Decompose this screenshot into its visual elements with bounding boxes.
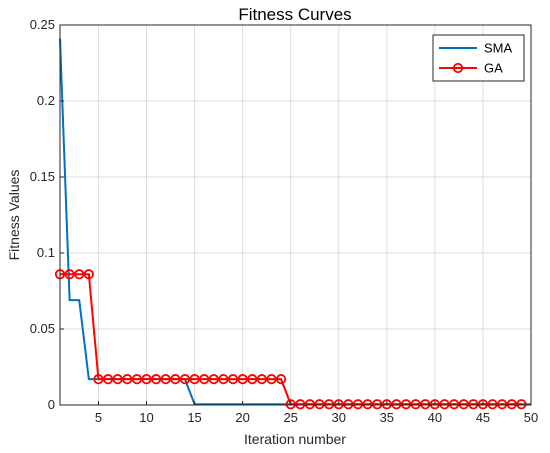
data-point-ga — [458, 399, 469, 410]
data-point-ga — [227, 374, 239, 385]
data-point-ga — [237, 374, 248, 385]
y-tick-label: 0.05 — [30, 321, 55, 336]
x-tick-label: 50 — [524, 410, 538, 425]
data-point-ga — [102, 374, 114, 385]
x-tick-label: 20 — [235, 410, 249, 425]
chart-title: Fitness Curves — [238, 5, 351, 24]
data-point-ga — [439, 399, 450, 410]
data-point-ga — [429, 399, 440, 410]
legend-label-sma: SMA — [484, 41, 513, 56]
data-point-ga — [410, 399, 421, 410]
legend-label-ga: GA — [484, 61, 503, 76]
data-point-ga — [208, 374, 219, 385]
x-tick-label: 45 — [476, 410, 490, 425]
data-point-ga — [256, 374, 267, 385]
data-point-ga — [516, 399, 527, 410]
data-point-ga — [141, 374, 152, 385]
x-axis-title: Iteration number — [244, 431, 346, 447]
data-point-ga — [295, 399, 306, 410]
data-point-ga — [247, 374, 258, 385]
y-tick-label: 0.15 — [30, 169, 55, 184]
data-point-ga — [314, 399, 325, 410]
grid — [60, 24, 532, 406]
data-point-ga — [477, 399, 489, 410]
data-point-ga — [160, 374, 171, 385]
legend-marker-ga — [452, 62, 464, 74]
data-point-ga — [131, 374, 142, 385]
x-tick-label: 40 — [428, 410, 442, 425]
x-tick-label: 30 — [332, 410, 346, 425]
legend-box — [432, 34, 525, 82]
y-tick-label: 0.25 — [30, 17, 55, 32]
ticks: 5 10 15 20 25 30 35 40 45 50 0 0.05 0.1 0.15 0.2 0.25 — [30, 17, 539, 425]
data-point-ga — [420, 399, 431, 410]
y-axis-title: Fitness Values — [6, 170, 22, 261]
data-point-ga — [199, 374, 210, 385]
data-point-ga — [343, 399, 354, 410]
data-point-ga — [93, 374, 104, 385]
data-point-ga — [497, 399, 508, 410]
x-tick-label: 10 — [139, 410, 153, 425]
data-point-ga — [179, 374, 191, 385]
series-layer — [54, 38, 531, 410]
data-point-ga — [468, 399, 479, 410]
data-point-ga — [449, 399, 460, 410]
data-point-ga — [189, 374, 200, 385]
data-point-ga — [324, 399, 335, 410]
y-tick-label: 0.2 — [37, 93, 55, 108]
legend: SMA GA — [432, 34, 525, 82]
data-point-ga — [64, 269, 75, 280]
x-tick-label: 15 — [187, 410, 201, 425]
data-point-ga — [304, 399, 316, 410]
series-line-sma — [59, 38, 531, 406]
data-point-ga — [285, 399, 296, 410]
data-point-ga — [372, 399, 383, 410]
y-tick-label: 0 — [48, 397, 55, 412]
data-point-ga — [391, 399, 402, 410]
data-point-ga — [170, 374, 181, 385]
data-point-ga — [275, 374, 287, 385]
data-point-ga — [83, 269, 94, 280]
plot-frame — [59, 24, 532, 406]
data-point-ga — [112, 374, 123, 385]
x-tick-label: 25 — [283, 410, 297, 425]
data-point-ga — [487, 399, 498, 410]
x-tick-label: 35 — [380, 410, 394, 425]
data-point-ga — [122, 374, 133, 385]
data-point-ga — [381, 399, 392, 410]
data-point-ga — [362, 399, 373, 410]
data-point-ga — [333, 399, 344, 410]
data-point-ga — [266, 374, 277, 385]
data-point-ga — [151, 374, 162, 385]
y-tick-label: 0.1 — [37, 245, 55, 260]
data-point-ga — [352, 399, 364, 410]
data-point-ga — [74, 269, 85, 280]
data-point-ga — [400, 399, 412, 410]
data-point-ga — [218, 374, 229, 385]
data-point-ga — [506, 399, 517, 410]
x-tick-label: 5 — [95, 410, 102, 425]
